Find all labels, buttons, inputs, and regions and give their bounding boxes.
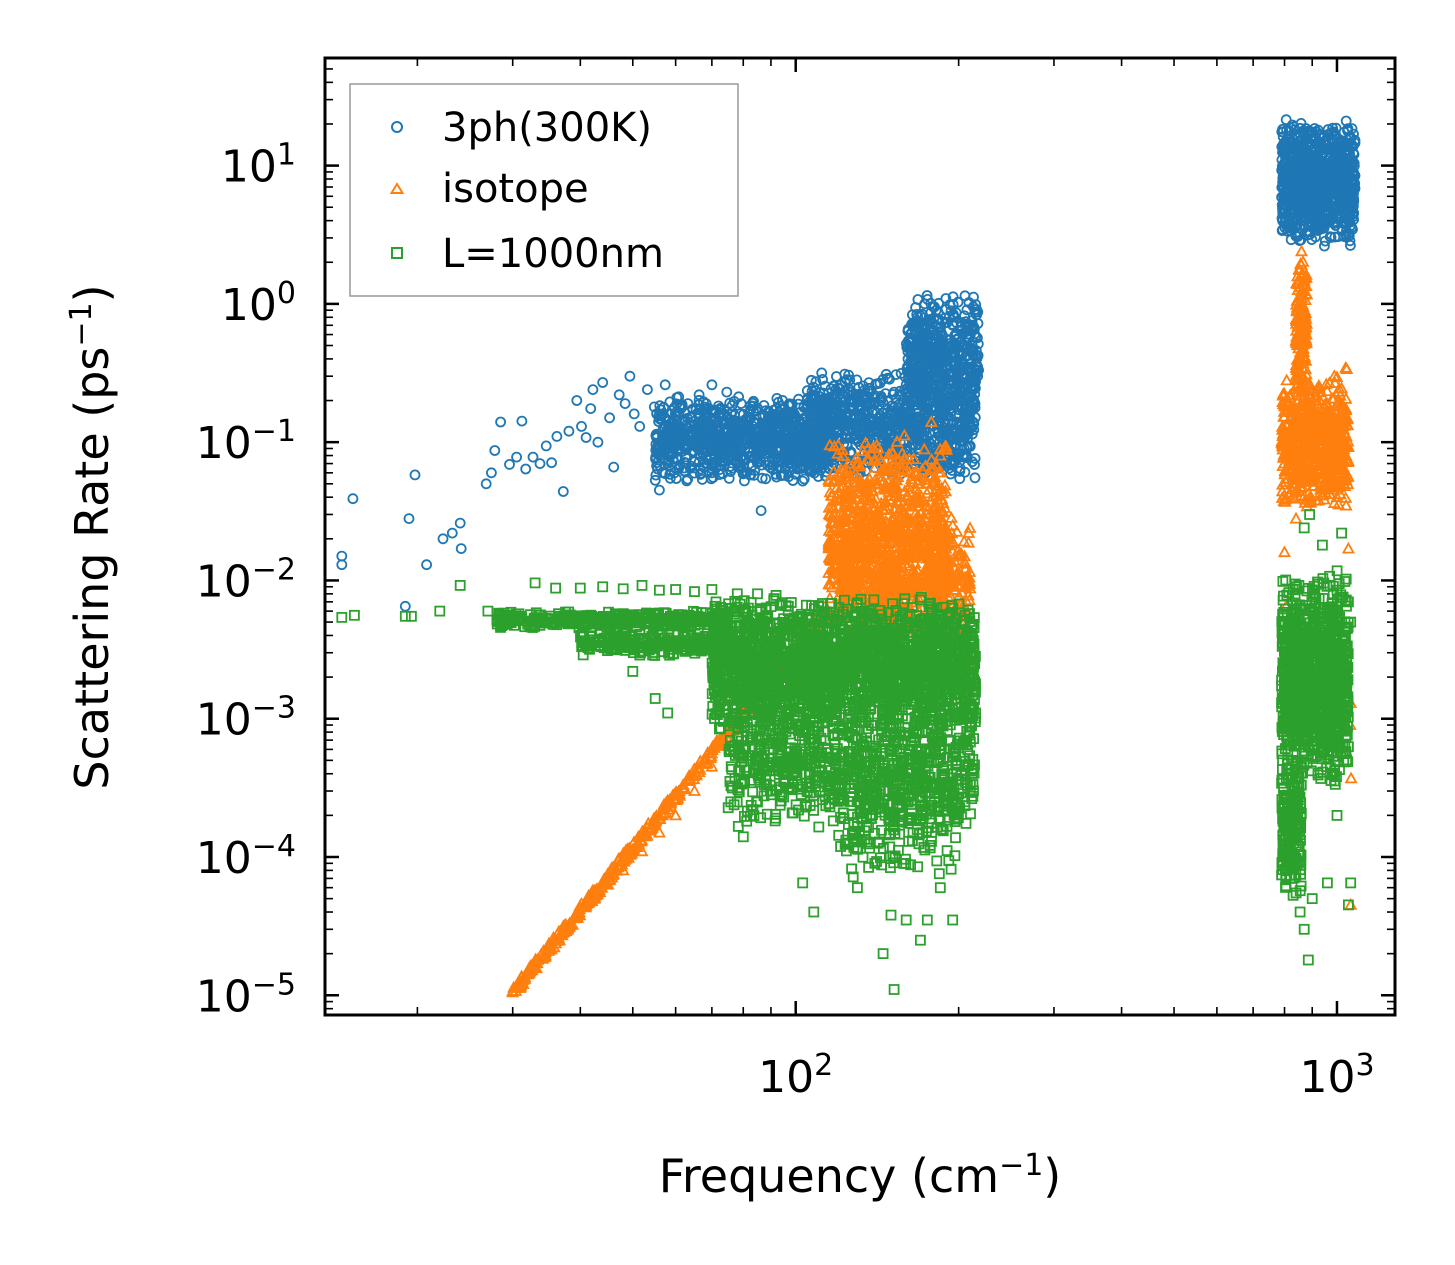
data-point-circle (699, 410, 711, 422)
data-point-circle (649, 474, 661, 486)
data-point-circle (969, 472, 981, 484)
data-point-circle (681, 475, 693, 487)
data-point-circle (755, 505, 767, 517)
data-point-circle (659, 379, 671, 391)
data-point-circle (744, 405, 756, 417)
data-point-circle (693, 389, 705, 401)
data-point-circle (787, 461, 798, 473)
data-point-circle (777, 394, 788, 406)
data-point-circle (580, 432, 592, 443)
data-point-circle (654, 484, 665, 496)
data-point-circle (771, 392, 783, 404)
data-point-circle (705, 473, 717, 485)
data-point-circle (557, 486, 569, 497)
data-point-circle (608, 461, 620, 473)
data-point-circle (546, 457, 557, 469)
data-point-circle (516, 415, 528, 427)
data-point-circle (563, 425, 575, 437)
data-point-circle (721, 386, 733, 398)
data-point-circle (772, 461, 784, 473)
data-point-circle (604, 412, 615, 424)
data-point-circle (642, 384, 653, 396)
data-point-circle (455, 543, 467, 554)
data-point-circle (750, 405, 762, 417)
data-point-circle (737, 438, 749, 450)
data-point-circle (723, 472, 735, 484)
data-point-circle (777, 469, 788, 481)
data-point-circle (489, 445, 501, 456)
data-point-circle (336, 559, 348, 571)
data-point-circle (597, 377, 609, 388)
data-point-circle (454, 517, 466, 529)
data-point-circle (787, 475, 799, 486)
data-point-circle (534, 458, 546, 470)
data-point-circle (504, 458, 515, 470)
data-point-circle (619, 398, 631, 410)
data-point-circle (399, 600, 411, 612)
data-point-circle (706, 379, 718, 391)
data-point-circle (670, 473, 682, 484)
data-point-circle (798, 473, 810, 485)
data-point-circle (571, 395, 583, 406)
data-point-circle (729, 409, 740, 421)
data-point-circle (728, 395, 740, 407)
data-point-circle (347, 493, 359, 505)
data-point-circle (714, 459, 726, 471)
data-point-circle (789, 468, 801, 480)
data-point-circle (762, 434, 774, 446)
data-point-circle (628, 408, 640, 420)
data-point-circle (816, 367, 828, 379)
data-point-circle (587, 384, 599, 396)
data-point-circle (755, 456, 767, 468)
data-point-circle (540, 440, 552, 452)
data-point-circle (592, 436, 604, 448)
data-point-circle (585, 403, 597, 415)
data-point-circle (624, 370, 636, 382)
data-point-circle (551, 430, 563, 442)
data-point-circle (446, 527, 458, 539)
data-point-circle (650, 453, 661, 465)
data-point-circle (520, 463, 532, 475)
data-points-layer (336, 114, 1361, 998)
data-point-circle (480, 478, 492, 490)
data-point-circle (651, 460, 662, 472)
data-point-circle (659, 468, 671, 480)
data-point-circle (421, 559, 433, 571)
data-point-circle (613, 389, 625, 401)
data-point-circle (576, 420, 587, 432)
data-point-circle (409, 469, 421, 481)
data-point-circle (495, 416, 507, 428)
data-point-circle (437, 533, 449, 545)
data-point-circle (403, 513, 415, 524)
data-point-circle (336, 550, 348, 562)
data-point-circle (634, 420, 646, 432)
data-point-circle (511, 451, 522, 463)
data-point-circle (485, 467, 497, 479)
